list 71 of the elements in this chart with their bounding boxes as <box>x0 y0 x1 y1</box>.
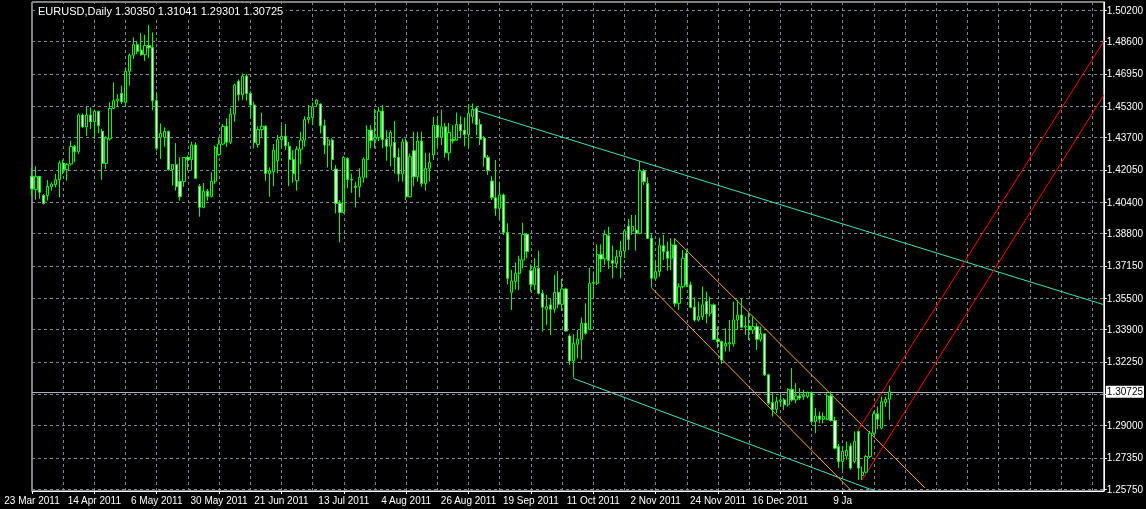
x-tick-label: 24 Nov 2011 <box>690 494 747 506</box>
candlestick <box>85 106 88 137</box>
candlestick <box>101 128 104 181</box>
x-tick-label: 11 Oct 2011 <box>566 494 621 506</box>
x-tick-label: 16 Dec 2011 <box>752 494 809 506</box>
chart-title: EURUSD,Daily 1.30350 1.31041 1.29301 1.30725 <box>38 4 284 17</box>
candlestick <box>588 267 591 331</box>
candlestick <box>798 387 801 401</box>
y-tick-label: 1.42050 <box>1106 164 1144 176</box>
x-tick-label: 4 Aug 2011 <box>381 494 432 506</box>
y-tick-label: 1.40400 <box>1106 196 1144 208</box>
candlestick <box>572 333 575 379</box>
x-tick-label: 26 Aug 2011 <box>440 494 497 506</box>
y-tick-label: 1.48600 <box>1106 36 1144 48</box>
y-tick-label: 1.50200 <box>1106 4 1144 16</box>
x-tick-label: 2 Nov 2011 <box>630 494 682 506</box>
y-tick-label: 1.27350 <box>1106 452 1144 464</box>
y-tick-label: 1.29000 <box>1106 420 1144 432</box>
candlestick <box>658 237 661 278</box>
candlestick <box>455 112 458 142</box>
candlestick <box>748 312 751 341</box>
x-tick-label: 9 Ja <box>833 494 853 506</box>
x-tick-label: 30 May 2011 <box>190 494 249 506</box>
y-tick-label: 1.25750 <box>1106 483 1144 495</box>
candlestick <box>802 389 805 401</box>
candlestick <box>58 160 61 198</box>
candlestick <box>331 137 334 171</box>
candlestick <box>826 392 829 421</box>
candlestick <box>790 367 794 403</box>
candlestick <box>366 124 369 179</box>
candlestick <box>34 165 38 201</box>
candlestick <box>775 396 778 414</box>
candlestick <box>880 396 883 430</box>
candlestick <box>447 122 451 162</box>
candlestick <box>93 109 96 140</box>
candlestick <box>732 301 735 348</box>
y-tick-label: 1.35500 <box>1106 292 1144 304</box>
candlestick <box>494 159 497 217</box>
candlestick <box>557 270 560 309</box>
candlestick <box>841 445 844 471</box>
candlestick <box>405 137 408 201</box>
candlestick <box>888 385 891 421</box>
candlestick <box>311 102 314 126</box>
y-tick-label: 1.43700 <box>1106 132 1144 144</box>
x-tick-label: 21 Jun 2011 <box>254 494 310 506</box>
x-tick-label: 19 Sep 2011 <box>502 494 560 506</box>
y-tick-label: 1.45300 <box>1106 100 1144 112</box>
candlestick <box>857 429 860 481</box>
y-tick-label: 1.32250 <box>1106 356 1144 368</box>
y-tick-label: 1.46950 <box>1106 68 1144 80</box>
candlestick <box>673 237 677 308</box>
x-tick-label: 13 Jul 2011 <box>318 494 370 506</box>
candlestick <box>420 131 423 188</box>
candlestick <box>373 108 377 149</box>
candlestick <box>140 32 143 57</box>
x-tick-label: 23 Mar 2011 <box>4 494 61 506</box>
candlestick <box>198 183 201 218</box>
x-tick-label: 14 Apr 2011 <box>67 494 122 506</box>
candlestick <box>46 179 49 202</box>
candlestick <box>467 103 470 149</box>
x-tick-label: 6 May 2011 <box>130 494 183 506</box>
y-tick-label: 1.38800 <box>1106 228 1144 240</box>
y-tick-label: 1.37150 <box>1106 260 1144 272</box>
candlestick <box>416 131 419 183</box>
y-tick-label: 1.33900 <box>1106 324 1144 336</box>
candlestick <box>432 116 435 161</box>
candlestick <box>705 291 708 324</box>
ref-line-label: 1.30725 <box>1106 386 1144 398</box>
candlestick <box>701 286 704 321</box>
candlestick <box>241 73 244 101</box>
candlestick <box>194 141 197 180</box>
